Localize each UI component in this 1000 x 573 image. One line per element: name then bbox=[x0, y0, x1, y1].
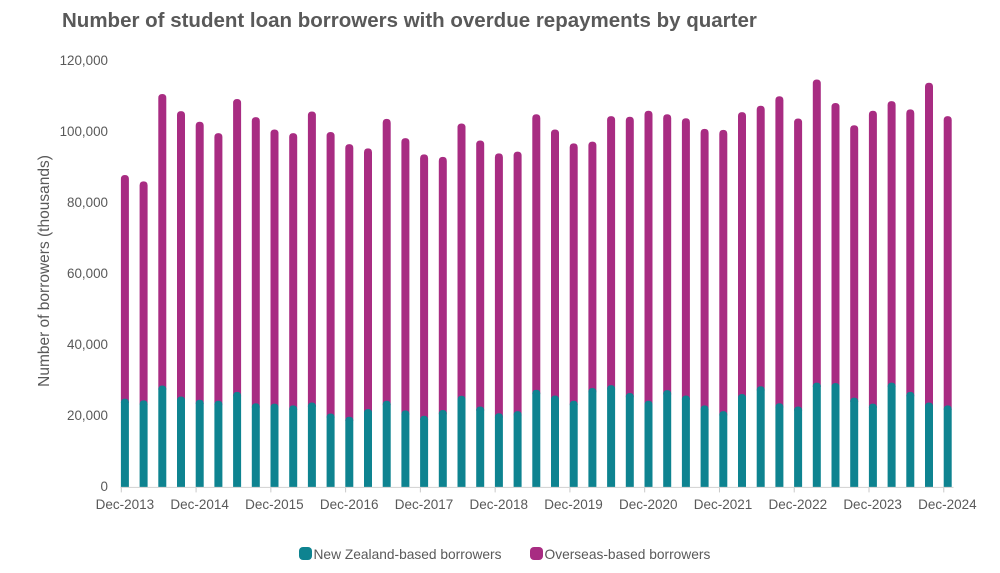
svg-text:Dec-2020: Dec-2020 bbox=[619, 497, 678, 512]
svg-text:60,000: 60,000 bbox=[67, 266, 108, 281]
svg-text:Dec-2014: Dec-2014 bbox=[170, 497, 229, 512]
svg-text:Dec-2023: Dec-2023 bbox=[843, 497, 902, 512]
svg-text:120,000: 120,000 bbox=[60, 53, 108, 68]
svg-text:100,000: 100,000 bbox=[60, 124, 108, 139]
svg-text:0: 0 bbox=[101, 479, 108, 494]
svg-text:Dec-2017: Dec-2017 bbox=[395, 497, 454, 512]
svg-text:20,000: 20,000 bbox=[67, 408, 108, 423]
svg-text:40,000: 40,000 bbox=[67, 337, 108, 352]
svg-text:Dec-2015: Dec-2015 bbox=[245, 497, 304, 512]
svg-text:Dec-2016: Dec-2016 bbox=[320, 497, 379, 512]
svg-text:Dec-2019: Dec-2019 bbox=[544, 497, 603, 512]
svg-text:Dec-2024: Dec-2024 bbox=[918, 497, 977, 512]
svg-text:Dec-2013: Dec-2013 bbox=[96, 497, 155, 512]
svg-text:80,000: 80,000 bbox=[67, 195, 108, 210]
svg-text:Dec-2022: Dec-2022 bbox=[769, 497, 828, 512]
svg-text:Dec-2018: Dec-2018 bbox=[469, 497, 528, 512]
svg-text:Dec-2021: Dec-2021 bbox=[694, 497, 753, 512]
